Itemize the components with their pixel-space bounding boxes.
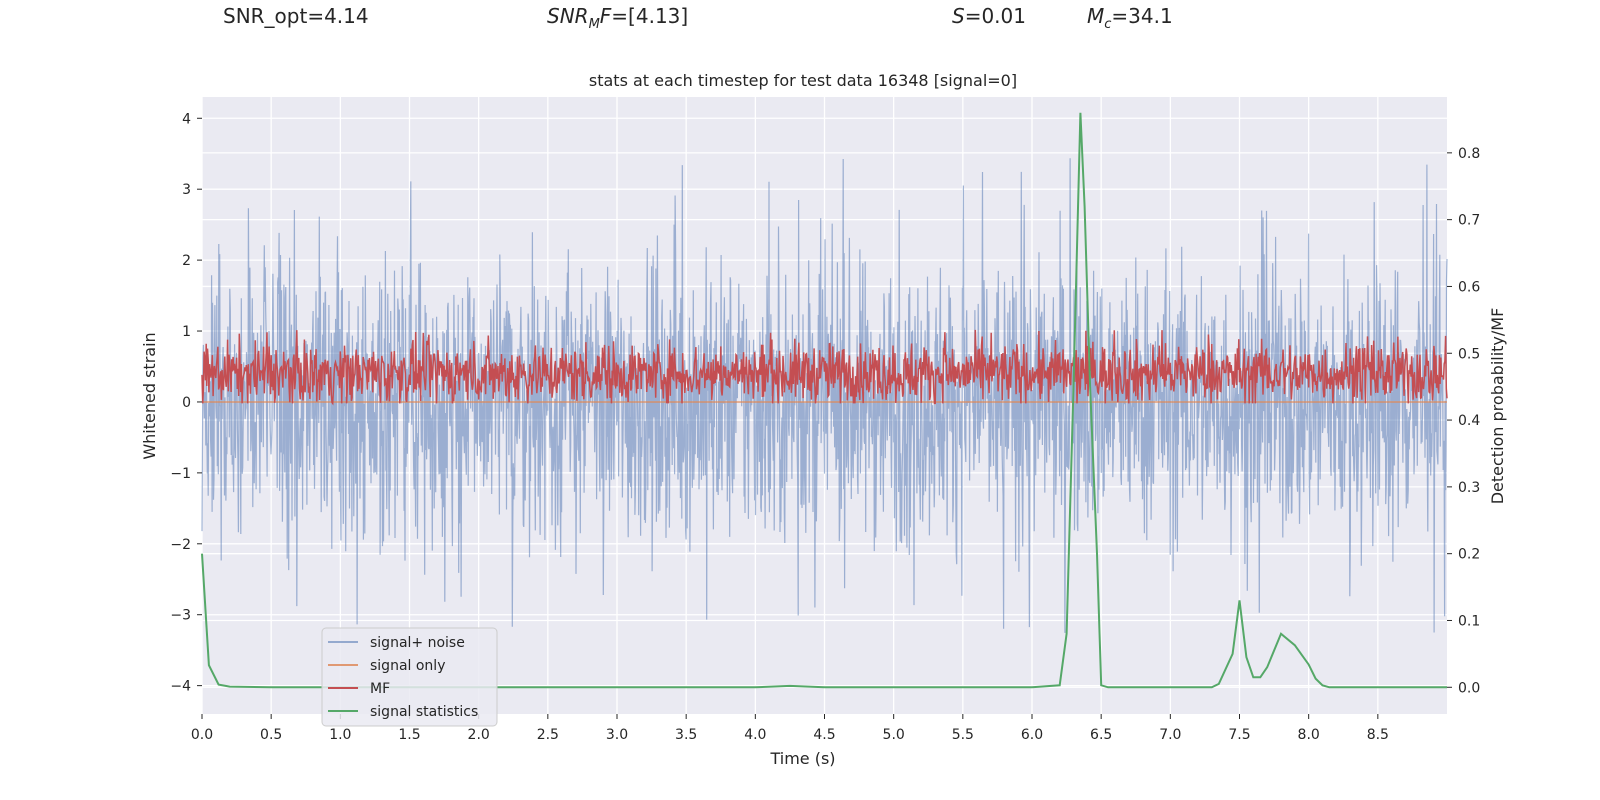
legend-mf-label: MF xyxy=(370,681,390,697)
x-tick-label: 1.5 xyxy=(398,727,420,743)
x-tick-label: 1.0 xyxy=(329,727,351,743)
y2-tick-label: 0.8 xyxy=(1458,146,1480,162)
legend: signal+ noise signal only MF signal statist… xyxy=(321,627,498,727)
y-axis-label: Whitened strain xyxy=(140,332,159,459)
y-tick-label: −3 xyxy=(170,608,191,624)
x-tick-label: 0.5 xyxy=(260,727,282,743)
signal-noise-series xyxy=(201,158,1448,633)
s-value: =0.01 xyxy=(964,4,1026,28)
y-tick-label: 4 xyxy=(182,111,191,127)
x-tick-label: 7.5 xyxy=(1228,727,1250,743)
y2-tick-label: 0.5 xyxy=(1458,346,1480,362)
y2-tick-label: 0.3 xyxy=(1458,480,1480,496)
y2-tick-label: 0.6 xyxy=(1458,279,1480,295)
x-tick-label: 4.5 xyxy=(813,727,835,743)
x-tick-label: 2.0 xyxy=(468,727,490,743)
y-tick-label: 2 xyxy=(182,253,191,269)
snr-mf-value: =[4.13] xyxy=(611,4,689,28)
y-tick-label: −1 xyxy=(170,466,191,482)
y2-tick-label: 0.1 xyxy=(1458,613,1480,629)
x-tick-label: 3.5 xyxy=(675,727,697,743)
legend-signal-only-label: signal only xyxy=(370,658,445,674)
y-tick-label: 1 xyxy=(182,324,191,340)
snr-opt-text: SNR_opt=4.14 xyxy=(223,4,369,28)
series-layer xyxy=(201,112,1448,689)
y-tick-label: −4 xyxy=(170,679,191,695)
x-tick-label: 8.0 xyxy=(1298,727,1320,743)
x-tick-label: 5.5 xyxy=(952,727,974,743)
x-tick-label: 2.5 xyxy=(537,727,559,743)
x-tick-label: 6.5 xyxy=(1090,727,1112,743)
y2-tick-label: 0.7 xyxy=(1458,213,1480,229)
y2-tick-label: 0.0 xyxy=(1458,680,1480,696)
snr-opt-label: SNR_opt=4.14 xyxy=(223,4,369,28)
x-tick-label: 8.5 xyxy=(1367,727,1389,743)
mc-subscript: c xyxy=(1104,17,1112,32)
axes: 0.0 0.5 1.0 1.5 2.0 2.5 3.0 3.5 4.0 4.5 5.0 5.5 6.0 6… xyxy=(170,111,1480,743)
x-tick-label: 3.0 xyxy=(606,727,628,743)
snr-mf-f: F xyxy=(599,4,612,28)
x-tick-label: 5.0 xyxy=(883,727,905,743)
legend-signal-statistics-label: signal statistics xyxy=(370,704,478,720)
s-symbol: S xyxy=(952,4,965,28)
s-label: S=0.01 xyxy=(952,4,1026,28)
y2-axis-label: Detection probability/MF xyxy=(1488,308,1507,505)
y-tick-label: −2 xyxy=(170,537,191,553)
signal-statistics-series xyxy=(201,112,1447,689)
mf-series xyxy=(201,329,1448,406)
chart-title: stats at each timestep for test data 163… xyxy=(589,71,1017,90)
x-tick-label: 0.0 xyxy=(191,727,213,743)
y-tick-label: 3 xyxy=(182,182,191,198)
legend-box xyxy=(321,627,498,727)
mc-label: Mc=34.1 xyxy=(1087,4,1173,32)
y-tick-label: 0 xyxy=(182,395,191,411)
snr-mf-subscript: M xyxy=(588,17,600,32)
snr-mf-symbol: SNR xyxy=(547,4,589,28)
x-tick-label: 4.0 xyxy=(744,727,766,743)
y2-tick-label: 0.2 xyxy=(1458,547,1480,563)
legend-signal-noise-label: signal+ noise xyxy=(370,635,465,651)
mc-value: =34.1 xyxy=(1111,4,1173,28)
x-axis-label: Time (s) xyxy=(769,749,835,768)
y2-tick-label: 0.4 xyxy=(1458,413,1480,429)
mc-symbol: M xyxy=(1087,4,1105,28)
x-tick-label: 7.0 xyxy=(1159,727,1181,743)
x-tick-label: 6.0 xyxy=(1021,727,1043,743)
snr-mf-label: SNRMF=[4.13] xyxy=(547,4,688,32)
